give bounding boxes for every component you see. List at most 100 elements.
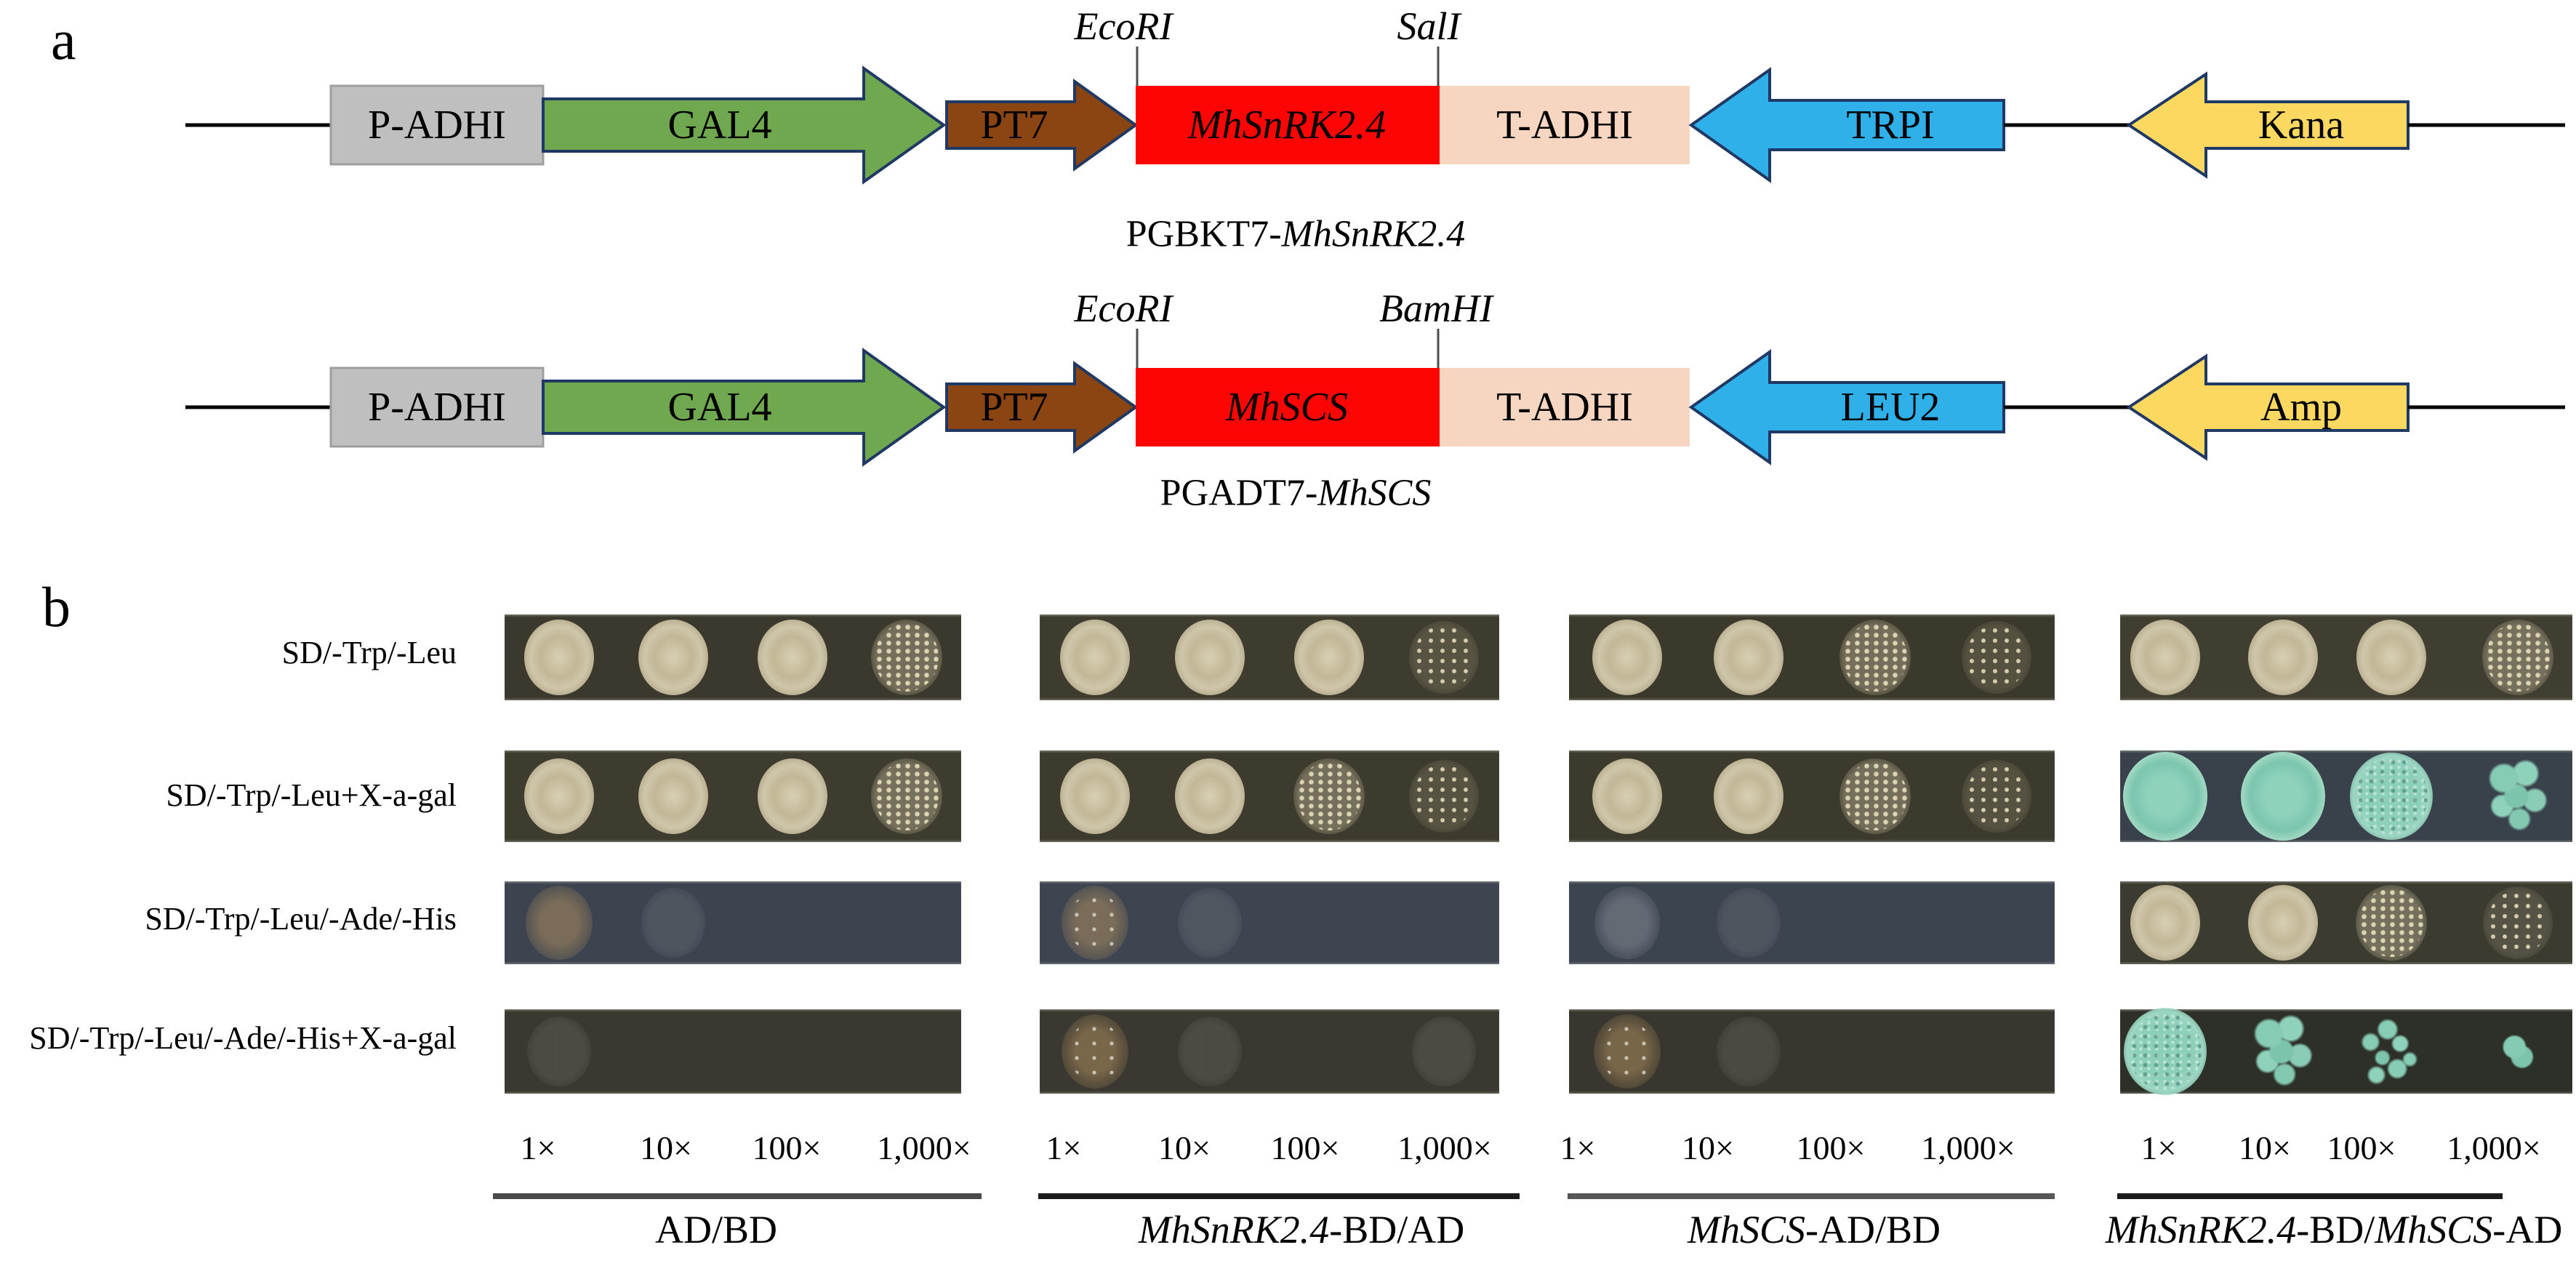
yeast-strip-r3c3 <box>1569 881 2055 964</box>
yeast-strip-r4c4 <box>2120 1008 2572 1095</box>
yeast-spot <box>2244 1011 2322 1092</box>
dilution-label-col3: 1× <box>1560 1129 1596 1166</box>
leu2-label: LEU2 <box>1840 385 1941 430</box>
dilution-label-col2: 100× <box>1270 1129 1340 1166</box>
column-label-mhscs-ad-bd: MhSCS-AD/BD <box>1688 1207 1941 1252</box>
gal4-arrow <box>542 65 947 185</box>
pt7-arrow <box>945 79 1139 172</box>
dilution-label-col3: 10× <box>1682 1129 1734 1166</box>
restriction-site-ecori-1: EcoRI <box>1074 4 1173 48</box>
dilution-label-col1: 10× <box>640 1129 692 1166</box>
amp-label: Amp <box>2260 385 2342 430</box>
yeast-spot <box>2354 1012 2428 1091</box>
restriction-site-ecori-2: EcoRI <box>1074 287 1173 330</box>
yeast-spot <box>758 620 827 695</box>
yeast-spot <box>527 1017 591 1086</box>
yeast-spot <box>1839 758 1911 834</box>
yeast-strip-r4c1 <box>505 1009 961 1094</box>
trp1-label: TRPI <box>1846 103 1935 148</box>
yeast-spot <box>1962 621 2031 694</box>
construct-2-diagram <box>185 329 2565 467</box>
yeast-spot <box>871 620 942 695</box>
dilution-label-col4: 1× <box>2140 1129 2177 1166</box>
dilution-label-col3: 100× <box>1796 1129 1866 1166</box>
yeast-spot <box>2479 756 2556 837</box>
label-segment: -AD/BD <box>1805 1208 1941 1251</box>
label-segment: AD/BD <box>654 1208 778 1251</box>
yeast-spot <box>1175 758 1245 834</box>
gene-label-1: MhSnRK2.4 <box>1187 103 1387 148</box>
yeast-strip-r2c4 <box>2120 750 2572 842</box>
yeast-spot <box>2248 885 2318 961</box>
yeast-spot <box>1178 1017 1242 1086</box>
yeast-spot <box>641 888 705 958</box>
label-segment: MhSnRK2.4 <box>1138 1208 1330 1251</box>
dilution-label-col3: 1,000× <box>1921 1129 2015 1166</box>
label-segment: PGADT7- <box>1160 472 1318 514</box>
column-underline-4 <box>2117 1193 2503 1199</box>
yeast-spot <box>1409 621 1479 694</box>
column-underline-3 <box>1568 1193 2055 1199</box>
yeast-spot <box>1060 620 1130 695</box>
yeast-spot <box>1062 886 1128 960</box>
yeast-strip-r3c1 <box>505 881 961 964</box>
yeast-spot <box>2356 885 2427 961</box>
pt7-arrow <box>945 361 1139 454</box>
promoter-box <box>329 366 545 448</box>
yeast-spot <box>1062 1014 1128 1089</box>
yeast-strip-r3c4 <box>2120 881 2572 964</box>
gal4-arrow <box>542 348 947 467</box>
yeast-spot <box>1594 886 1660 959</box>
label-segment: MhSCS <box>2375 1208 2493 1251</box>
yeast-spot <box>1962 760 2031 833</box>
yeast-strip-r4c3 <box>1569 1009 2055 1094</box>
terminator-label-1: T-ADHI <box>1496 103 1633 148</box>
label-segment: -BD/AD <box>1329 1208 1465 1251</box>
label-segment: MhSnRK2.4 <box>2105 1208 2297 1251</box>
media-label-row-3: SD/-Trp/-Leu/-Ade/-His <box>145 901 457 937</box>
yeast-spot <box>1175 620 1245 695</box>
yeast-strip-r2c3 <box>1569 750 2055 842</box>
yeast-spot <box>1412 1017 1476 1086</box>
yeast-spot <box>2497 1029 2539 1074</box>
yeast-spot <box>1592 620 1662 695</box>
yeast-spot <box>758 758 827 834</box>
yeast-spot <box>2482 620 2553 695</box>
panel-a-label: a <box>51 8 76 71</box>
promoter-label-2: P-ADHI <box>368 385 506 430</box>
pt7-label-1: PT7 <box>980 103 1048 148</box>
dilution-label-col2: 1× <box>1046 1129 1082 1166</box>
label-segment: -BD/ <box>2296 1208 2375 1251</box>
terminator-box <box>1440 86 1690 164</box>
yeast-spot <box>1717 1017 1781 1086</box>
yeast-spot <box>1409 760 1479 833</box>
construct-2-caption: PGADT7-MhSCS <box>1160 472 1432 515</box>
yeast-spot <box>638 758 708 834</box>
dilution-label-col2: 1,000× <box>1397 1129 1492 1166</box>
yeast-spot <box>1592 758 1662 834</box>
yeast-spot <box>2123 752 2207 841</box>
restriction-site-bamhi: BamHI <box>1379 287 1493 330</box>
panel-a-diagram <box>185 47 2565 467</box>
dilution-label-col4: 100× <box>2327 1129 2396 1166</box>
yeast-spot <box>524 620 594 695</box>
yeast-spot <box>2130 620 2200 695</box>
yeast-spot <box>2130 885 2200 961</box>
gal4-label-1: GAL4 <box>667 103 772 148</box>
yeast-spot <box>526 886 593 960</box>
terminator-box <box>1440 368 1690 446</box>
yeast-strip-r1c4 <box>2120 614 2572 700</box>
yeast-spot <box>2124 1008 2207 1095</box>
dilution-label-col1: 100× <box>752 1129 822 1166</box>
kana-label: Kana <box>2258 103 2345 148</box>
gene-label-2: MhSCS <box>1226 385 1348 430</box>
pt7-label-2: PT7 <box>980 385 1048 430</box>
yeast-spot <box>871 758 942 834</box>
yeast-spot <box>2356 620 2426 695</box>
yeast-spot <box>1178 888 1242 958</box>
column-label-mhsnrk24-bd-mhscs-ad: MhSnRK2.4-BD/MhSCS-AD <box>2106 1207 2562 1252</box>
label-segment: -AD <box>2492 1208 2563 1251</box>
label-segment: MhSnRK2.4 <box>1281 213 1466 255</box>
yeast-spot <box>1714 758 1783 834</box>
dilution-label-col1: 1× <box>520 1129 556 1166</box>
